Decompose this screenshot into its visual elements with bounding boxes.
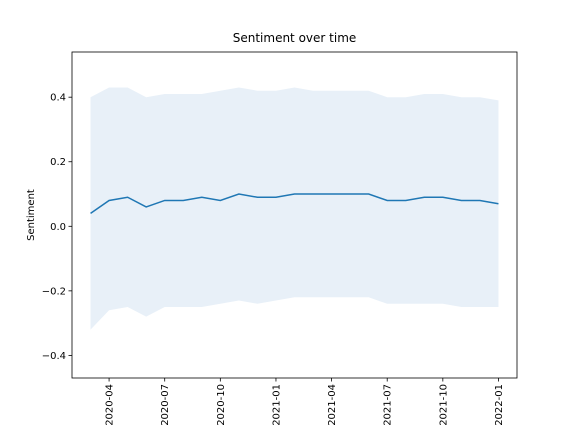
x-tick-label: 2020-07 — [160, 384, 171, 426]
x-tick-label: 2022-01 — [494, 384, 505, 426]
y-axis-label: Sentiment — [26, 189, 37, 241]
x-tick-label: 2020-10 — [216, 384, 227, 426]
y-tick-label: 0.4 — [50, 93, 66, 104]
y-tick-label: 0.2 — [50, 157, 66, 168]
x-tick-label: 2020-04 — [105, 384, 116, 426]
x-tick-label: 2021-07 — [383, 384, 394, 426]
y-tick-label: 0.0 — [50, 222, 66, 233]
y-tick-label: −0.4 — [42, 351, 66, 362]
chart-title: Sentiment over time — [233, 31, 357, 45]
sentiment-line — [90, 193, 499, 215]
x-tick-label: 2021-01 — [271, 384, 282, 426]
x-tick-label: 2021-10 — [438, 384, 449, 426]
plot-frame — [71, 51, 518, 379]
y-tick-label: −0.2 — [42, 286, 66, 297]
confidence-band — [90, 87, 499, 330]
x-tick-label: 2021-04 — [327, 384, 338, 426]
